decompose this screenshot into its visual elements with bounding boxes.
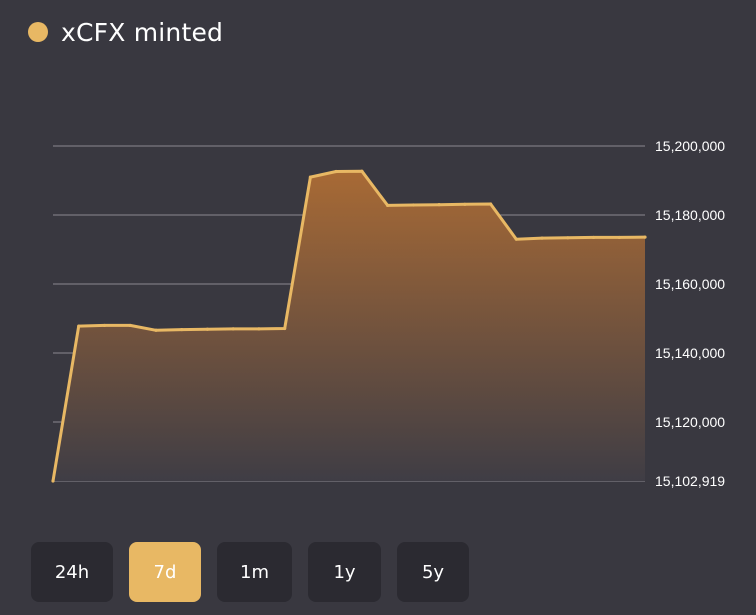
data-point[interactable] (386, 203, 390, 207)
area-chart: 15,200,000 15,180,000 15,160,000 15,140,000… (51, 138, 725, 489)
data-point[interactable] (463, 202, 467, 206)
data-point[interactable] (360, 169, 364, 173)
range-button-1y[interactable]: 1y (308, 542, 381, 602)
data-point[interactable] (128, 323, 132, 328)
data-point[interactable] (180, 327, 184, 332)
data-point[interactable] (643, 235, 647, 239)
y-tick-label: 15,140,000 (655, 345, 725, 361)
y-tick-label: 15,102,919 (655, 473, 725, 489)
data-point[interactable] (154, 328, 158, 332)
data-point[interactable] (257, 327, 261, 331)
y-tick-label: 15,180,000 (655, 207, 725, 223)
time-range-selector: 24h 7d 1m 1y 5y (31, 542, 485, 602)
legend-dot-icon (28, 22, 48, 42)
data-points (51, 169, 647, 483)
series-line-group (51, 169, 646, 482)
data-point[interactable] (437, 203, 441, 207)
y-tick-label: 15,200,000 (655, 138, 725, 154)
y-tick-label: 15,160,000 (655, 276, 725, 292)
range-button-5y[interactable]: 5y (397, 542, 469, 602)
data-point[interactable] (283, 326, 287, 331)
series-line (51, 169, 646, 482)
data-point[interactable] (566, 236, 570, 240)
data-point[interactable] (411, 203, 415, 207)
data-point[interactable] (540, 236, 544, 240)
data-point[interactable] (617, 235, 621, 240)
y-axis-ticks: 15,200,000 15,180,000 15,160,000 15,140,000… (655, 138, 725, 489)
chart-title: xCFX minted (61, 17, 224, 47)
data-point[interactable] (334, 169, 338, 174)
data-point[interactable] (205, 327, 210, 331)
range-button-1m[interactable]: 1m (217, 542, 292, 602)
range-button-7d[interactable]: 7d (129, 542, 201, 602)
data-point[interactable] (488, 202, 493, 206)
series-area (53, 171, 645, 481)
y-tick-label: 15,120,000 (655, 414, 725, 430)
data-point[interactable] (77, 324, 81, 328)
data-point[interactable] (308, 175, 312, 179)
data-point[interactable] (51, 479, 55, 483)
series-area-fill (53, 171, 645, 481)
data-point[interactable] (591, 235, 596, 240)
range-button-24h[interactable]: 24h (31, 542, 113, 602)
data-point[interactable] (102, 323, 107, 328)
chart-header: xCFX minted (28, 14, 223, 50)
data-point[interactable] (231, 327, 235, 331)
data-point[interactable] (514, 237, 518, 241)
